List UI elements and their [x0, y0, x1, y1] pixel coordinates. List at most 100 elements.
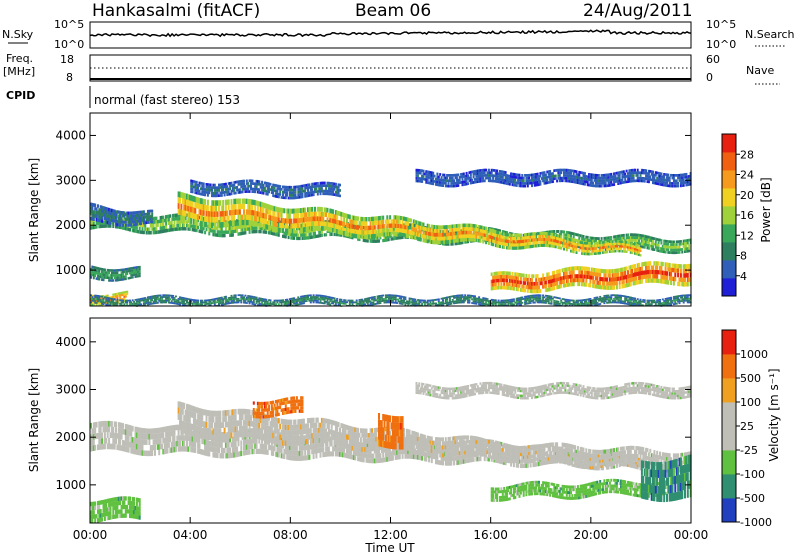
- power-cell: [624, 271, 627, 276]
- power-cell: [538, 285, 540, 290]
- power-cell: [384, 238, 387, 242]
- power-cell: [101, 215, 104, 220]
- power-cell: [159, 223, 162, 227]
- power-cell: [166, 228, 169, 233]
- power-cell: [576, 233, 579, 237]
- power-cell: [567, 168, 570, 172]
- power-cell: [415, 220, 418, 225]
- power-cell: [549, 238, 552, 242]
- power-cell: [526, 245, 529, 249]
- power-cell: [550, 241, 553, 245]
- power-cell: [108, 269, 111, 272]
- power-cell: [518, 273, 521, 277]
- power-cell: [631, 247, 634, 250]
- power-cell: [379, 228, 382, 233]
- power-cell: [120, 222, 123, 226]
- power-cell: [617, 276, 620, 281]
- power-cell: [672, 263, 675, 268]
- power-cell: [522, 284, 525, 289]
- power-cell: [572, 172, 575, 176]
- power-cell: [450, 182, 453, 185]
- power-cell: [664, 262, 667, 267]
- power-cell: [430, 224, 433, 229]
- power-cell: [565, 174, 568, 177]
- power-cell: [106, 276, 109, 279]
- power-cell: [295, 230, 298, 234]
- power-cell: [645, 278, 648, 283]
- power-cell: [141, 213, 144, 217]
- power-cell: [578, 270, 581, 275]
- power-cell: [418, 177, 421, 180]
- power-cell: [586, 274, 589, 279]
- power-cell: [618, 179, 621, 182]
- power-cell: [94, 211, 97, 215]
- power-cell: [101, 224, 104, 228]
- power-cell: [628, 169, 631, 172]
- power-cell: [553, 274, 556, 279]
- power-cell: [387, 232, 390, 237]
- power-cell: [572, 278, 575, 283]
- power-cell: [401, 224, 404, 229]
- power-cell: [578, 176, 581, 179]
- power-cell: [222, 211, 225, 217]
- power-cell: [660, 241, 663, 245]
- power-cell: [116, 297, 119, 300]
- power-cell: [512, 181, 515, 184]
- power-cell: [415, 228, 418, 233]
- power-cell: [91, 225, 94, 230]
- power-cell: [333, 214, 336, 219]
- power-cell: [504, 271, 507, 275]
- power-cell: [102, 278, 105, 282]
- power-cell: [97, 275, 99, 278]
- power-cell: [428, 181, 431, 185]
- power-cell: [682, 239, 685, 243]
- power-cell: [469, 179, 472, 182]
- power-cell: [192, 196, 195, 202]
- power-cell: [647, 274, 650, 279]
- power-cell: [503, 282, 506, 286]
- power-cell: [435, 177, 437, 181]
- power-cell: [511, 271, 514, 276]
- power-cell: [323, 207, 326, 213]
- power-cell: [309, 226, 312, 232]
- power-cell: [302, 207, 305, 213]
- power-cell: [134, 273, 137, 276]
- power-cell: [130, 274, 133, 277]
- power-cell: [671, 263, 674, 268]
- power-cell: [560, 171, 563, 175]
- power-cell: [262, 223, 265, 229]
- power-cell: [614, 281, 617, 286]
- power-cell: [357, 225, 360, 230]
- power-cell: [126, 290, 129, 293]
- power-cell: [627, 239, 629, 242]
- power-cell: [618, 240, 621, 243]
- power-cell: [320, 226, 323, 231]
- power-cell: [378, 233, 380, 238]
- power-cell: [404, 229, 407, 234]
- power-cell: [489, 228, 492, 232]
- power-cell: [346, 231, 348, 237]
- power-cell: [365, 236, 368, 240]
- power-cell: [327, 222, 330, 227]
- power-cell: [206, 205, 209, 211]
- power-cell: [131, 273, 134, 277]
- power-cell: [261, 202, 264, 208]
- power-cell: [578, 243, 581, 247]
- power-cell: [198, 203, 201, 210]
- power-cell: [575, 266, 578, 271]
- power-cell: [575, 173, 578, 176]
- power-cell: [226, 215, 229, 222]
- power-cell: [423, 172, 426, 176]
- power-cell: [590, 178, 593, 182]
- power-cell: [91, 294, 94, 297]
- power-cell: [227, 204, 230, 211]
- power-cell: [529, 281, 532, 286]
- power-cell: [475, 235, 478, 239]
- power-cell: [115, 274, 117, 277]
- power-cell: [550, 279, 553, 284]
- power-cell: [518, 236, 521, 240]
- power-cell: [632, 281, 635, 286]
- power-cell: [416, 232, 419, 237]
- power-cell: [600, 268, 603, 273]
- power-cell: [375, 236, 378, 240]
